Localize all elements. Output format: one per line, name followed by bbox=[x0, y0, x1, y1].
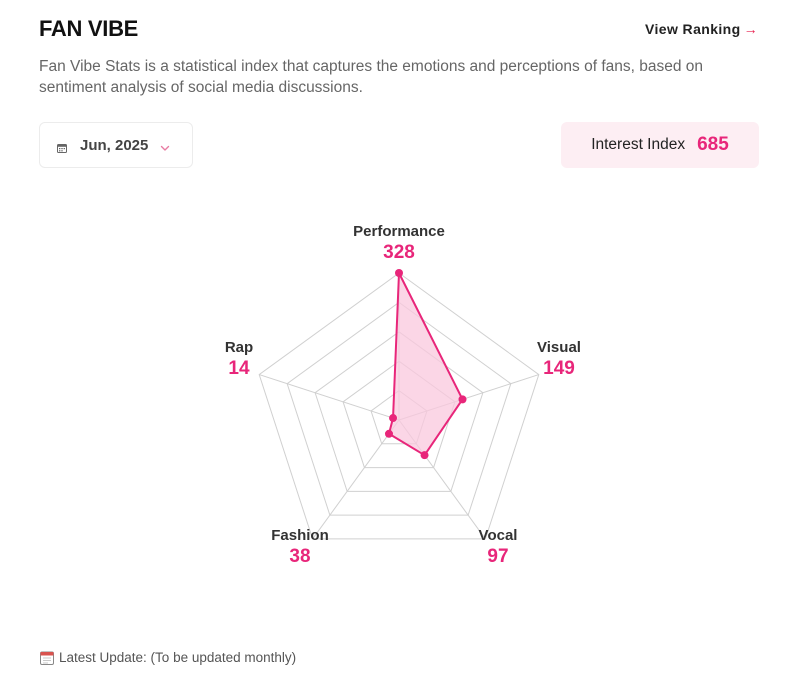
axis-label: Visual bbox=[537, 339, 581, 356]
axis-value-label: 149 bbox=[543, 358, 575, 379]
calendar-icon bbox=[57, 140, 67, 153]
latest-update-text: Latest Update: (To be updated monthly) bbox=[59, 650, 297, 665]
radar-grid-ring bbox=[258, 272, 540, 540]
date-select-value: Jun, 2025 bbox=[80, 136, 149, 154]
axis-value-label: 328 bbox=[383, 242, 415, 263]
chevron-down-icon bbox=[160, 140, 170, 151]
axis-label: Rap bbox=[225, 339, 253, 356]
latest-update: Latest Update: (To be updated monthly) bbox=[40, 650, 296, 665]
axis-value-label: 38 bbox=[289, 546, 310, 567]
radar-grid-ring bbox=[286, 301, 512, 516]
radar-grid-ring bbox=[314, 331, 484, 492]
view-ranking-link[interactable]: View Ranking → bbox=[645, 21, 758, 37]
radar-chart: Performance 328 Visual 149 Vocal 97 Fashion 38 R… bbox=[225, 223, 581, 567]
interest-index-badge: Interest Index 685 bbox=[561, 122, 759, 168]
axis-label: Performance bbox=[353, 223, 445, 240]
axis-value-label: 97 bbox=[487, 546, 508, 567]
interest-index-label: Interest Index bbox=[591, 136, 686, 153]
axis-value-label: 14 bbox=[228, 358, 250, 379]
view-ranking-label: View Ranking bbox=[645, 21, 741, 37]
axis-label: Vocal bbox=[479, 527, 518, 544]
calendar-icon bbox=[40, 651, 54, 665]
date-select[interactable]: Jun, 2025 bbox=[39, 122, 193, 168]
radar-point bbox=[420, 451, 429, 460]
radar-point bbox=[389, 414, 398, 423]
page-title: FAN VIBE bbox=[39, 16, 139, 41]
arrow-right-icon: → bbox=[743, 21, 758, 37]
radar-series-area bbox=[387, 272, 464, 457]
radar-spoke bbox=[312, 419, 400, 540]
radar-point bbox=[384, 429, 393, 438]
radar-point bbox=[458, 395, 467, 404]
radar-point bbox=[395, 269, 403, 277]
axis-label: Fashion bbox=[271, 527, 329, 544]
radar-spoke bbox=[259, 374, 400, 421]
description-text: Fan Vibe Stats is a statistical index th… bbox=[39, 58, 704, 96]
interest-index-value: 685 bbox=[697, 134, 729, 155]
